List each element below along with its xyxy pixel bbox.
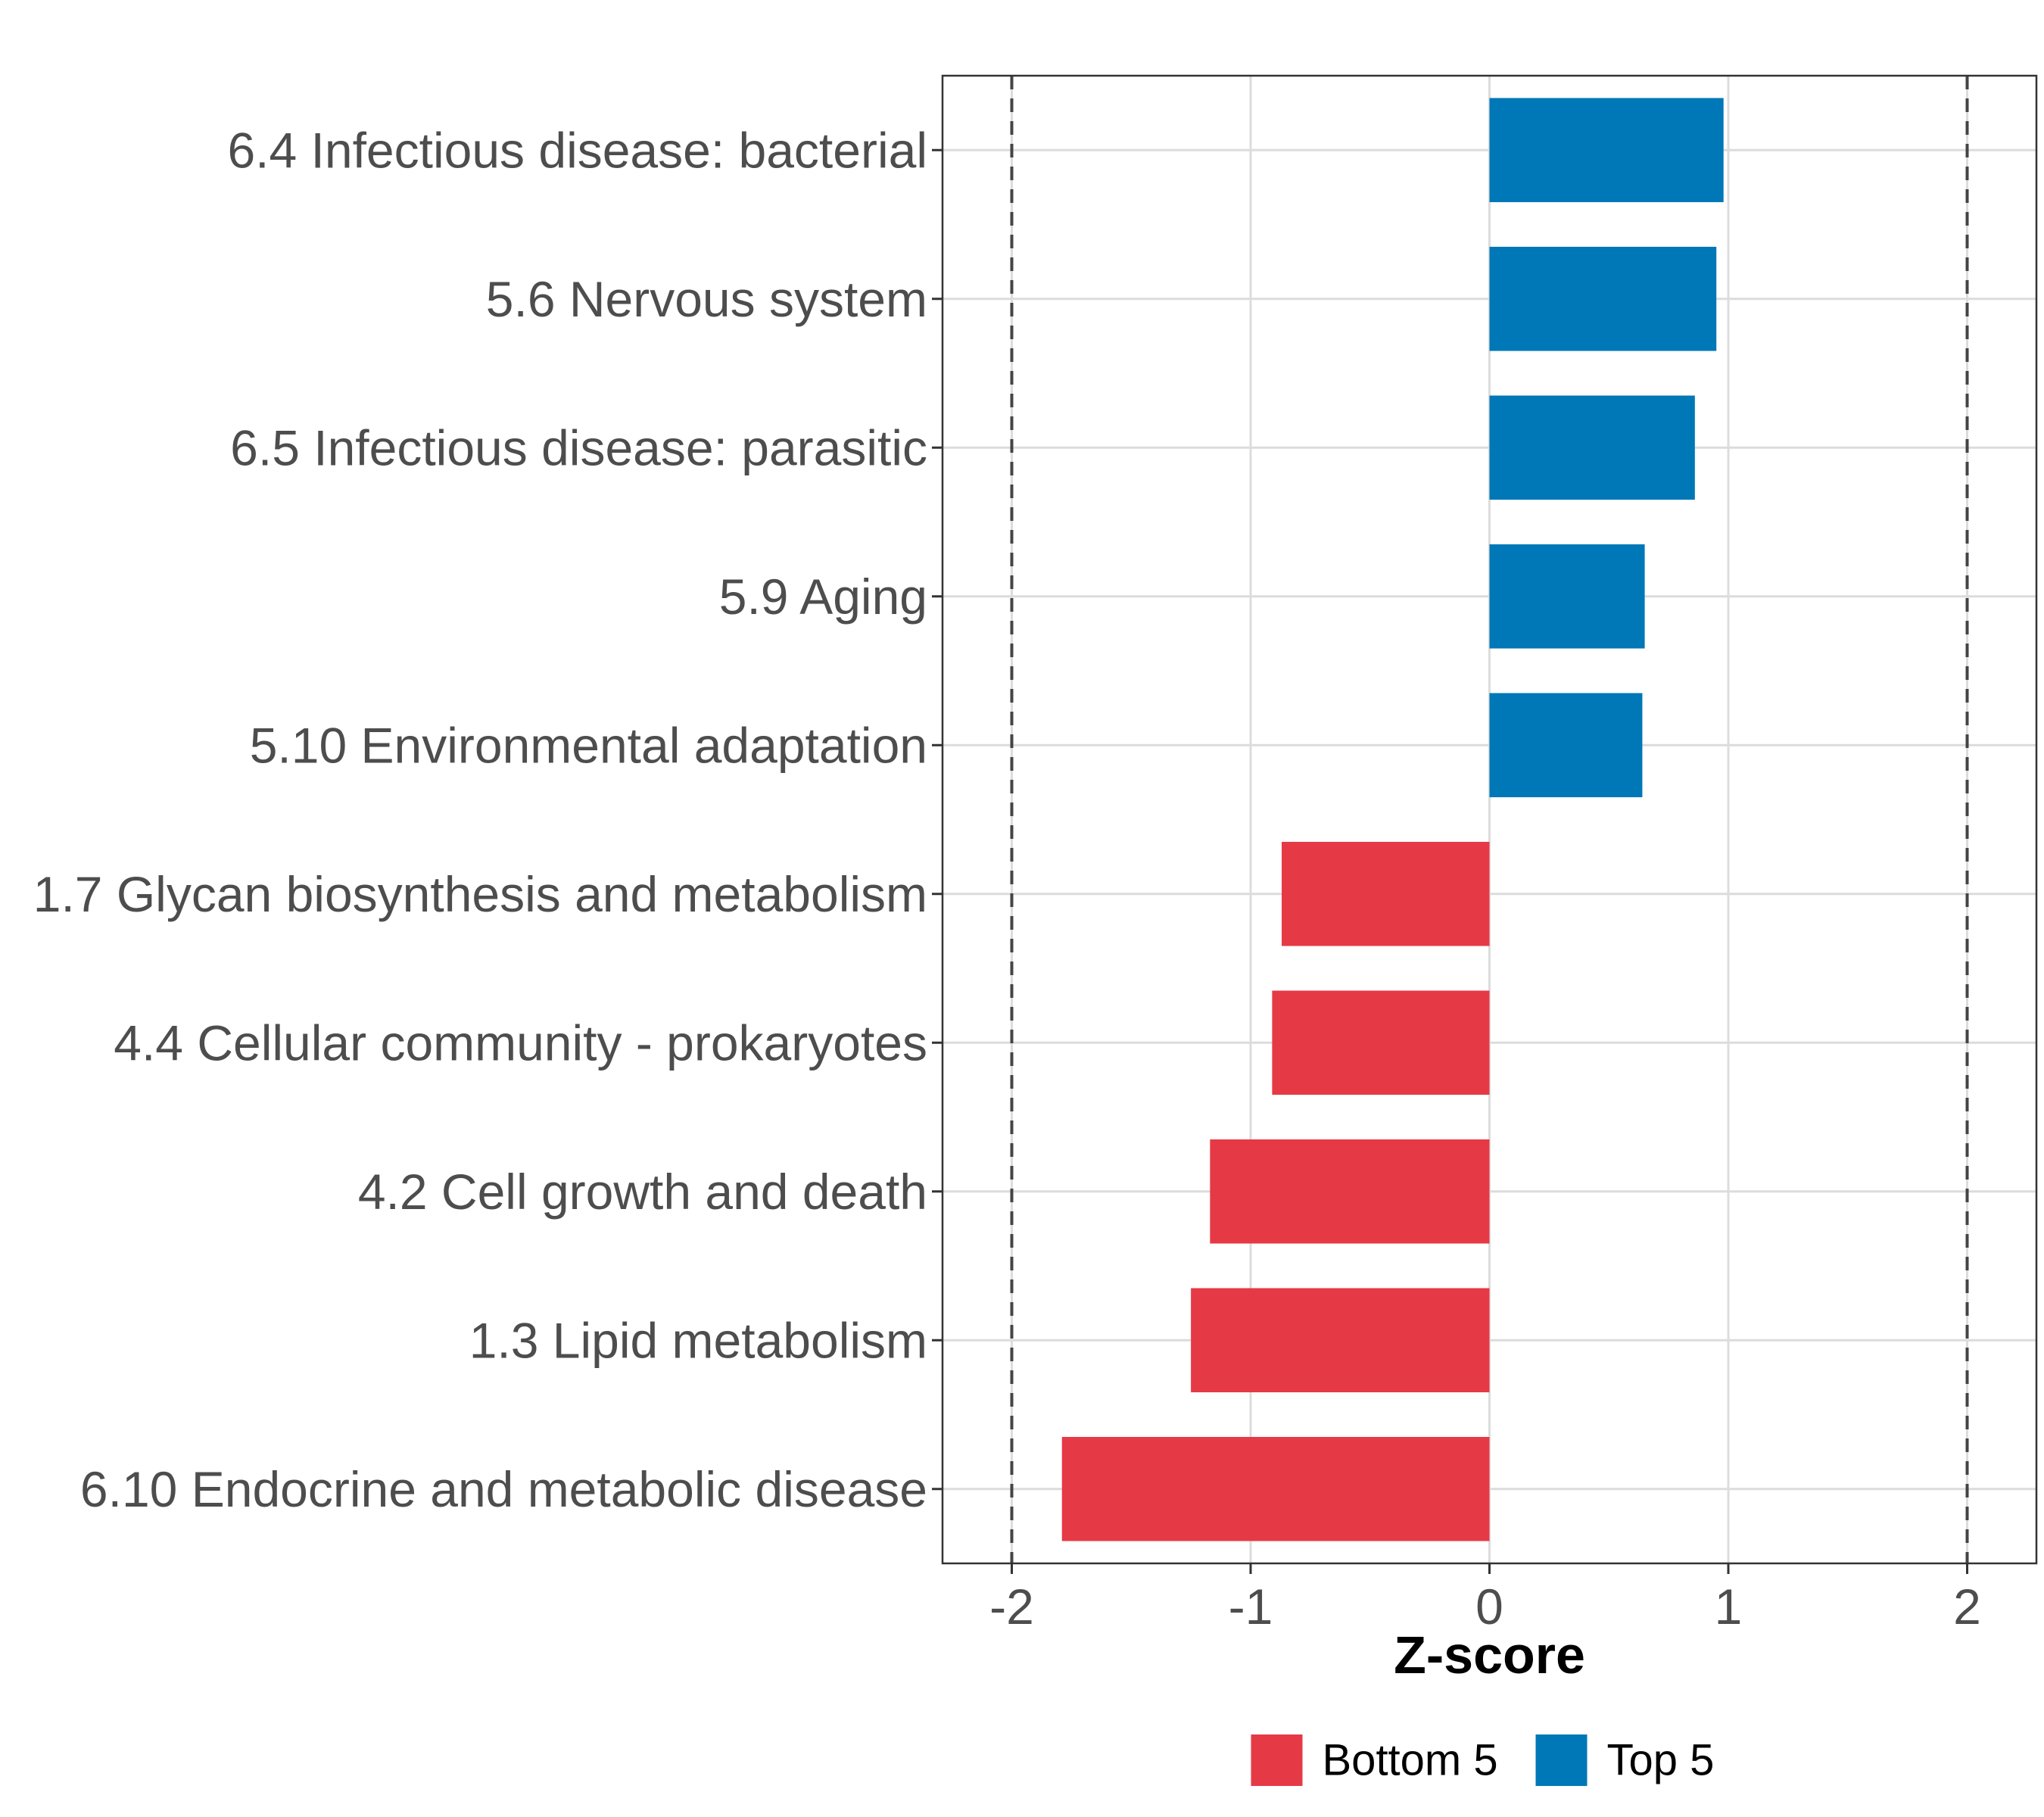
y-tick-label: 6.10 Endocrine and metabolic disease: [80, 1461, 927, 1517]
y-tick-label: 1.3 Lipid metabolism: [469, 1312, 927, 1368]
y-tick-label: 5.10 Environmental adaptation: [250, 717, 927, 773]
bar: [1489, 395, 1695, 500]
bar: [1489, 98, 1724, 203]
y-tick-label: 1.7 Glycan biosynthesis and metabolism: [33, 866, 927, 922]
x-tick-label: 0: [1475, 1579, 1503, 1635]
legend-swatch: [1535, 1734, 1588, 1786]
x-tick-label: -2: [989, 1579, 1034, 1635]
y-tick-label: 5.9 Aging: [719, 569, 927, 625]
legend: Bottom 5 Top 5: [1251, 1734, 1715, 1786]
y-tick-label: 6.4 Infectious disease: bacterial: [227, 122, 927, 178]
legend-label: Bottom 5: [1323, 1736, 1498, 1785]
bar: [1489, 544, 1645, 649]
x-axis-title: Z-score: [1394, 1625, 1585, 1685]
legend-label: Top 5: [1607, 1736, 1715, 1785]
legend-swatch: [1251, 1734, 1303, 1786]
x-tick-label: -1: [1229, 1579, 1273, 1635]
y-axis-ticks: 6.4 Infectious disease: bacterial 5.6 Ner…: [33, 122, 943, 1517]
bar: [1489, 693, 1643, 798]
bar: [1210, 1139, 1490, 1244]
y-tick-label: 4.2 Cell growth and death: [358, 1164, 927, 1220]
bar: [1061, 1436, 1490, 1541]
bar: [1191, 1288, 1490, 1393]
x-tick-label: 1: [1715, 1579, 1743, 1635]
x-axis-ticks: -2 -1 0 1 2: [989, 1563, 1981, 1635]
bar: [1272, 990, 1490, 1095]
x-tick-label: 2: [1953, 1579, 1981, 1635]
bars: [1061, 98, 1724, 1541]
y-tick-label: 5.6 Nervous system: [486, 271, 927, 327]
reference-lines: [1010, 76, 1969, 1563]
y-tick-label: 4.4 Cellular community - prokaryotes: [114, 1014, 927, 1071]
bar: [1489, 246, 1717, 351]
y-tick-label: 6.5 Infectious disease: parasitic: [230, 419, 927, 475]
bar: [1282, 841, 1490, 946]
